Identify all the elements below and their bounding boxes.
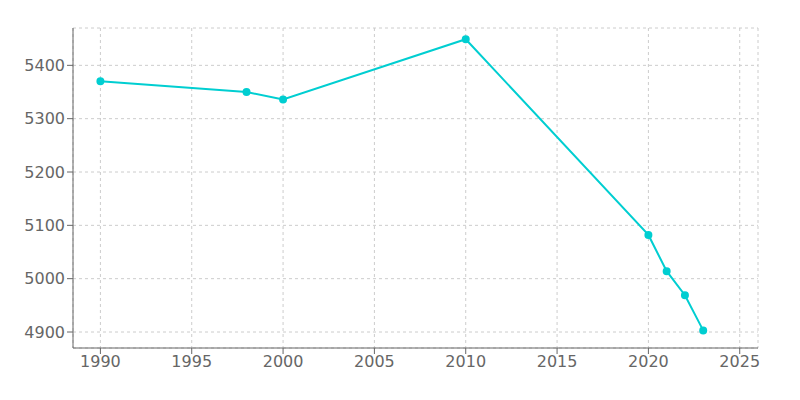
svg-text:1995: 1995: [171, 352, 212, 371]
svg-text:5000: 5000: [24, 269, 65, 288]
svg-text:2010: 2010: [445, 352, 486, 371]
svg-text:5100: 5100: [24, 216, 65, 235]
svg-text:2020: 2020: [628, 352, 669, 371]
svg-text:2005: 2005: [354, 352, 395, 371]
svg-text:1990: 1990: [80, 352, 121, 371]
svg-text:4900: 4900: [24, 323, 65, 342]
svg-text:2015: 2015: [537, 352, 578, 371]
svg-text:2025: 2025: [719, 352, 760, 371]
svg-text:5200: 5200: [24, 163, 65, 182]
svg-text:5300: 5300: [24, 109, 65, 128]
svg-text:5400: 5400: [24, 56, 65, 75]
svg-text:2000: 2000: [263, 352, 304, 371]
